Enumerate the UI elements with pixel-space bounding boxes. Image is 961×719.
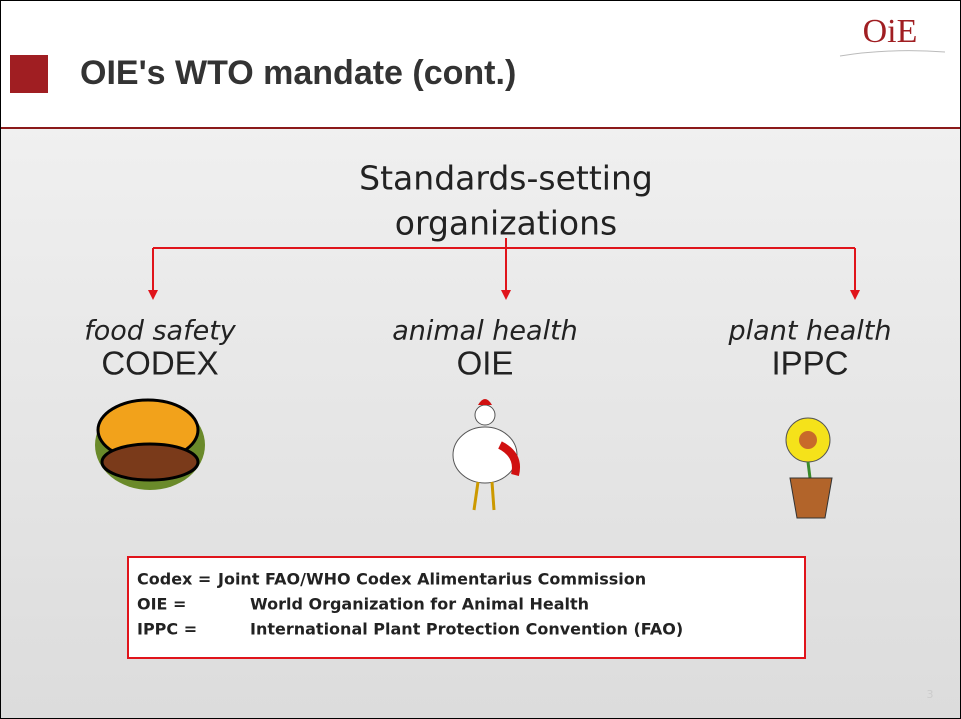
arrowheads bbox=[148, 290, 860, 300]
flower-icon bbox=[785, 417, 833, 519]
title: OIE's WTO mandate (cont.) bbox=[80, 54, 516, 92]
org-name: IPPC bbox=[771, 345, 848, 382]
legend-definition: Joint FAO/WHO Codex Alimentarius Commiss… bbox=[217, 570, 646, 589]
org-domain: food safety bbox=[84, 316, 237, 347]
rooster-icon bbox=[452, 399, 520, 511]
header-band bbox=[0, 0, 961, 128]
page-number: 3 bbox=[927, 688, 934, 701]
heading-line: Standards-setting bbox=[359, 159, 653, 198]
org-domain: plant health bbox=[728, 316, 892, 347]
legend-box bbox=[127, 556, 806, 659]
tree-connector bbox=[152, 238, 856, 292]
org-name: CODEX bbox=[101, 345, 218, 382]
legend-definition: World Organization for Animal Health bbox=[250, 595, 589, 614]
logo: OiE bbox=[863, 13, 918, 50]
org-name: OIE bbox=[457, 345, 514, 382]
heading-line: organizations bbox=[395, 204, 617, 243]
burger-icon bbox=[95, 398, 205, 490]
title-square bbox=[10, 55, 48, 93]
legend-term: Codex = bbox=[137, 570, 211, 589]
legend-definition: International Plant Protection Conventio… bbox=[250, 620, 683, 639]
legend-term: IPPC = bbox=[137, 620, 197, 639]
logo-swoosh bbox=[839, 50, 946, 57]
org-domain: animal health bbox=[392, 316, 578, 347]
legend-term: OIE = bbox=[137, 595, 186, 614]
